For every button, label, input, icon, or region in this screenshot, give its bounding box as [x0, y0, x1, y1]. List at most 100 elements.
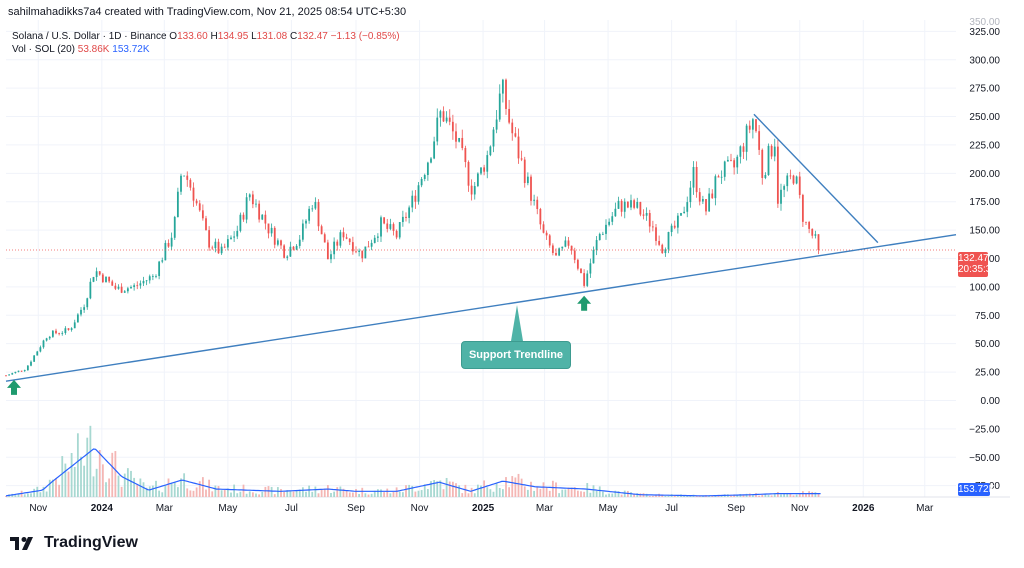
candle-body	[108, 276, 111, 282]
candle-body	[33, 355, 36, 362]
callout-pointer	[511, 305, 523, 341]
candle-body	[461, 137, 464, 149]
x-tick-label: May	[218, 503, 237, 514]
volume-bar	[470, 487, 473, 497]
volume-bar	[542, 482, 545, 497]
volume-bar	[795, 494, 798, 497]
candle-body	[64, 328, 67, 333]
volume-bar	[773, 493, 776, 497]
volume-bar	[764, 493, 767, 497]
candle-body	[730, 159, 732, 161]
volume-bar	[620, 494, 623, 497]
candle-body	[683, 211, 686, 214]
volume-bar	[64, 463, 67, 497]
candle-body	[311, 208, 314, 210]
candle-body	[473, 186, 476, 195]
candle-body	[86, 298, 89, 308]
volume-bar	[73, 467, 76, 497]
x-axis[interactable]: Nov 2024 Mar May Jul Sep Nov 2025 Mar May Jul Sep No…	[29, 503, 934, 514]
candle-body	[551, 245, 554, 253]
symbol-label[interactable]: Solana / U.S. Dollar · 1D · Binance	[12, 31, 167, 42]
x-tick-label: Mar	[536, 503, 554, 514]
volume-bar	[526, 489, 529, 497]
volume-bar	[117, 475, 120, 497]
volume-bar	[386, 488, 389, 497]
volume-bar	[164, 485, 167, 497]
volume-bar	[89, 425, 92, 497]
volume-bar	[758, 495, 761, 497]
candle-body	[236, 230, 239, 237]
candle-body	[73, 322, 76, 329]
candle-body	[755, 119, 757, 132]
volume-bar	[598, 486, 601, 497]
volume-bar	[186, 488, 189, 497]
candle-body	[723, 161, 726, 177]
volume-bar	[345, 490, 348, 497]
candle-body	[217, 241, 220, 254]
candle-body	[464, 148, 467, 163]
candle-body	[333, 241, 336, 255]
y-axis[interactable]: 0.0025.0050.0075.00100.00125.00150.00175…	[969, 17, 1000, 492]
trendlines[interactable]	[5, 113, 957, 382]
candle-body	[223, 246, 226, 248]
volume-bar	[798, 493, 801, 497]
candle-body	[573, 250, 576, 260]
candle-body	[570, 245, 573, 251]
volume-bar	[261, 491, 264, 497]
candle-body	[636, 201, 639, 208]
volume-bar	[714, 496, 717, 497]
candle-body	[76, 314, 79, 323]
volume-bar	[167, 478, 170, 497]
volume-bar	[61, 456, 64, 497]
candle-body	[564, 240, 567, 247]
volume-bar	[420, 490, 423, 497]
x-tick-label: 2025	[472, 503, 495, 514]
chart-credit: sahilmahadikks7a4 created with TradingVi…	[8, 6, 407, 18]
candle-body	[714, 176, 717, 199]
volume-bar	[533, 490, 536, 497]
volume-bar	[536, 487, 539, 497]
volume-bar	[430, 481, 432, 497]
candle-body	[448, 117, 451, 122]
volume-bar	[114, 451, 117, 497]
support-trendline-callout[interactable]: Support Trendline	[461, 341, 571, 369]
volume-bar	[142, 482, 145, 497]
volume-label[interactable]: Vol · SOL (20)	[12, 44, 75, 55]
candle-body	[630, 200, 632, 208]
candle-body	[733, 160, 736, 168]
candle-body	[439, 111, 442, 118]
candle-body	[651, 226, 654, 228]
candle-body	[345, 237, 348, 239]
candle-body	[317, 202, 320, 227]
volume-bar	[355, 488, 357, 497]
candle-body	[786, 175, 789, 187]
volume-bar	[505, 477, 507, 497]
candle-body	[383, 217, 386, 224]
volume-bar	[342, 488, 345, 497]
candle-body	[373, 237, 376, 243]
change-value: −1.13 (−0.85%)	[330, 31, 400, 42]
volume-bar	[586, 483, 589, 497]
x-tick-label: Jul	[285, 503, 298, 514]
tradingview-logo[interactable]: TradingView	[10, 534, 138, 552]
candle-body	[276, 240, 279, 245]
candle-body	[442, 111, 445, 122]
candle-body	[251, 194, 254, 205]
volume-bar	[448, 481, 451, 497]
candle-body	[489, 146, 492, 156]
candle-body	[233, 236, 236, 238]
candle-body	[283, 245, 286, 258]
candle-body	[445, 117, 448, 122]
volume-bar	[201, 477, 204, 497]
candle-body	[264, 214, 267, 224]
candle-body	[351, 242, 354, 252]
candle-body	[80, 309, 82, 315]
candle-body	[289, 246, 292, 257]
volume-bar	[570, 487, 573, 497]
candle-body	[142, 281, 145, 284]
candle-body	[467, 162, 470, 186]
volume-bar	[367, 494, 370, 497]
candle-body	[692, 167, 695, 188]
volume-bar	[411, 485, 414, 497]
